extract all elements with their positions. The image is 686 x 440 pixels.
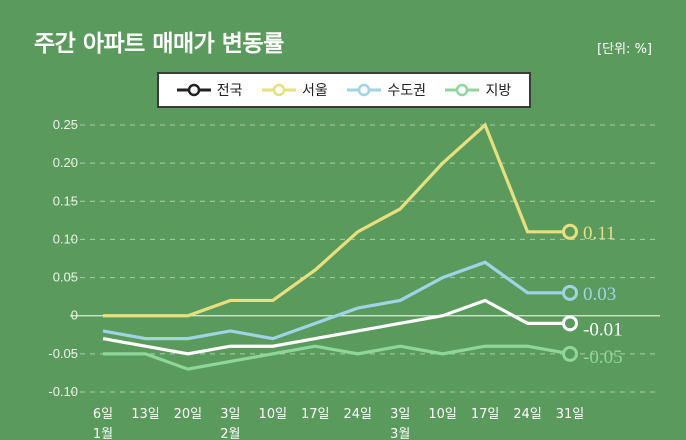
legend-label-capital: 수도권 [387, 83, 426, 99]
legend-label-seoul: 서울 [302, 83, 328, 99]
unit-label: [단위: %] [597, 42, 652, 57]
chart-title: 주간 아파트 매매가 변동률 [34, 31, 284, 57]
end-marker-2 [562, 284, 578, 301]
x-tick-label: 3일 [220, 407, 240, 422]
x-tick-label: 6일 [93, 407, 113, 422]
end-value-label-0: -0.01 [583, 319, 623, 340]
legend-swatch-national [176, 83, 211, 97]
end-value-label-3: -0.05 [583, 347, 623, 368]
end-marker-3 [562, 345, 578, 362]
x-tick-label: 31일 [556, 407, 585, 422]
x-month-label: 3월 [390, 427, 410, 440]
y-tick-label: 0.10 [53, 231, 78, 246]
series-line-3 [103, 344, 571, 371]
legend-item-regional: 지방 [445, 80, 511, 100]
end-value-label-1: 0.11 [583, 223, 616, 244]
legend-swatch-capital [347, 83, 382, 97]
x-tick-label: 10일 [259, 407, 288, 422]
y-tick-label: 0.05 [53, 270, 78, 285]
legend-item-national: 전국 [176, 80, 243, 100]
x-tick-label: 17일 [301, 407, 330, 422]
y-tick-label: 0.15 [53, 193, 78, 208]
x-tick-label: 24일 [513, 407, 542, 422]
legend-label-regional: 지방 [485, 83, 512, 99]
legend-item-capital: 수도권 [347, 80, 426, 100]
legend-label-national: 전국 [216, 83, 243, 99]
legend-swatch-seoul [262, 83, 297, 97]
end-marker-1 [562, 223, 578, 240]
x-tick-label: 17일 [471, 407, 500, 422]
end-marker-0 [562, 315, 578, 332]
legend: 전국 서울 수도권 지방 [157, 72, 531, 108]
x-tick-label: 3일 [390, 407, 410, 422]
legend-item-seoul: 서울 [262, 80, 328, 100]
y-tick-label: 0.20 [53, 155, 78, 170]
series-line-1 [103, 122, 570, 318]
series-line-2 [102, 260, 570, 341]
y-tick-label: -0.10 [48, 384, 78, 399]
series-line-0 [102, 298, 570, 356]
x-tick-label: 13일 [131, 407, 160, 422]
end-value-label-2: 0.03 [583, 284, 616, 305]
x-tick-label: 20일 [174, 407, 203, 422]
y-tick-label: 0.25 [53, 117, 78, 132]
y-tick-label: 0 [71, 308, 78, 323]
y-tick-label: -0.05 [48, 346, 78, 361]
x-tick-label: 24일 [343, 407, 372, 422]
x-tick-label: 10일 [428, 407, 457, 422]
x-month-label: 2월 [220, 427, 240, 440]
legend-swatch-regional [445, 83, 480, 97]
x-month-label: 1월 [93, 427, 113, 440]
